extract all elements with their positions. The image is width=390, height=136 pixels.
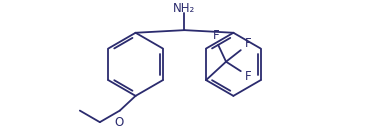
Text: NH₂: NH₂ [174, 1, 196, 15]
Text: F: F [213, 29, 220, 42]
Text: F: F [245, 70, 252, 83]
Text: O: O [115, 116, 124, 129]
Text: F: F [245, 37, 252, 50]
